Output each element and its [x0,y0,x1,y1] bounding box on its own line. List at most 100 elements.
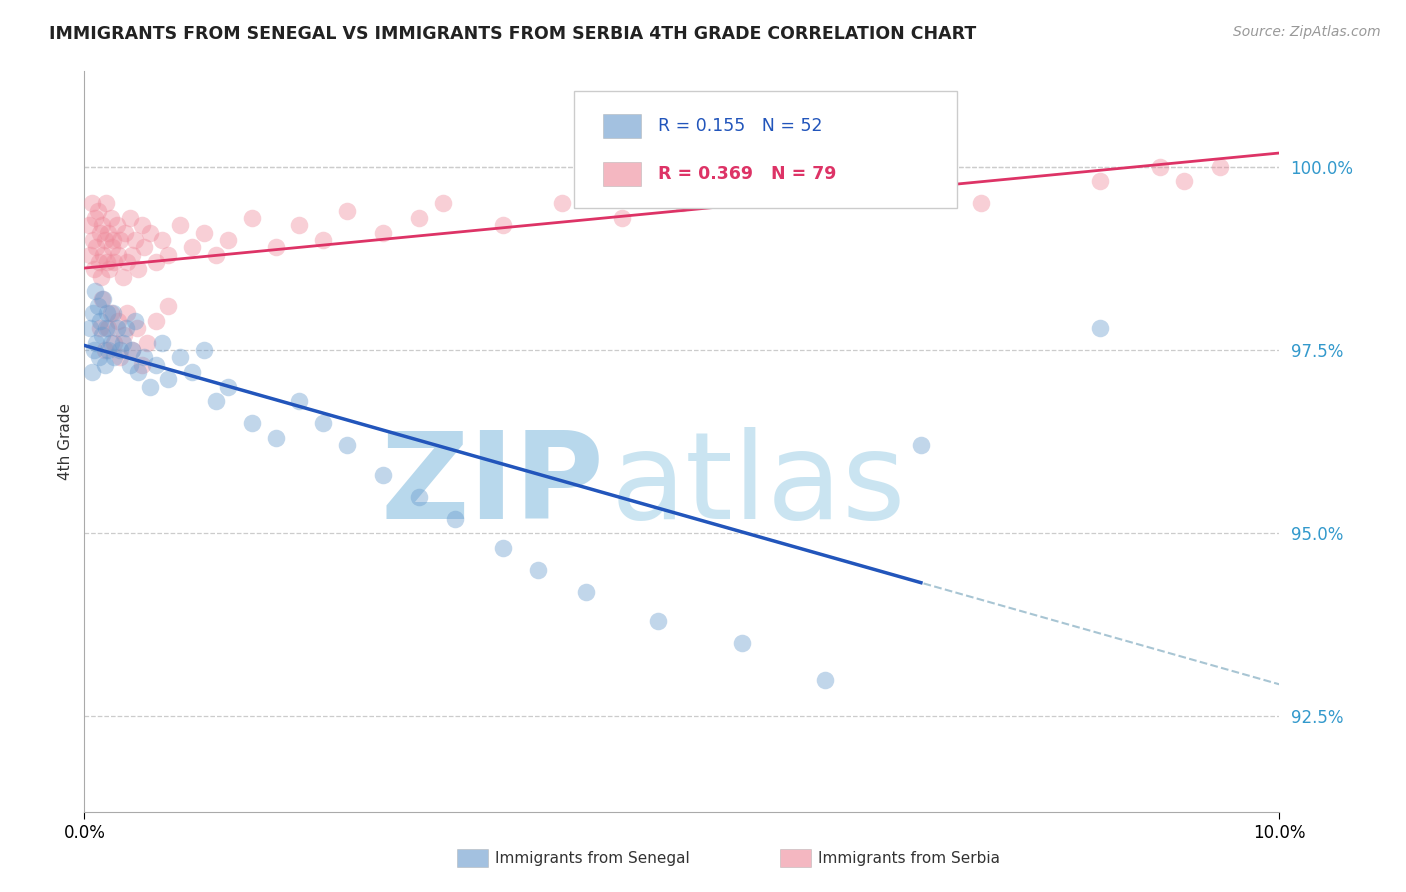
Point [86,203,108,218]
Point [84,285,107,299]
Point [551,196,574,211]
Text: ZIP: ZIP [381,427,605,544]
Point [117,255,139,269]
Text: IMMIGRANTS FROM SENEGAL VS IMMIGRANTS FROM SERBIA 4TH GRADE CORRELATION CHART: IMMIGRANTS FROM SENEGAL VS IMMIGRANTS FR… [49,25,976,43]
Point [98,262,121,277]
Point [111,269,134,284]
Point [111,335,134,350]
Point [336,203,359,218]
Point [127,262,149,277]
Point [118,211,141,225]
Point [910,438,932,452]
Point [93,233,115,247]
Point [105,321,128,335]
FancyBboxPatch shape [575,91,957,209]
Point [91,219,114,233]
Point [115,321,138,335]
Point [83,262,105,277]
Point [169,219,191,233]
Point [145,255,167,269]
Point [91,292,114,306]
Point [444,511,467,525]
Point [103,350,125,364]
Point [288,219,311,233]
Point [671,196,693,211]
Point [124,313,146,327]
Point [145,358,167,372]
Point [89,321,111,335]
Point [157,247,180,261]
Point [96,255,118,269]
Point [205,394,228,409]
Point [492,541,515,555]
Point [731,636,754,650]
Point [127,365,149,379]
Point [1209,160,1232,174]
Point [131,219,153,233]
Point [117,306,139,320]
Point [86,335,108,350]
Point [89,313,111,327]
Point [288,394,311,409]
Point [114,226,136,240]
Point [1173,174,1195,188]
Point [373,226,395,240]
Point [240,416,263,430]
Point [97,226,120,240]
Point [107,247,129,261]
Point [492,219,515,233]
Point [97,321,120,335]
Text: R = 0.155   N = 52: R = 0.155 N = 52 [658,117,823,135]
Point [193,343,215,357]
Point [124,233,146,247]
Point [105,219,128,233]
Point [79,247,101,261]
Point [103,255,125,269]
Point [132,350,156,364]
FancyBboxPatch shape [603,114,641,137]
Point [132,240,156,254]
Point [84,211,107,225]
Y-axis label: 4th Grade: 4th Grade [58,403,73,480]
Point [91,328,114,343]
Point [217,379,239,393]
Point [790,189,813,203]
Point [157,372,180,386]
Point [86,299,108,313]
Point [193,226,215,240]
Point [205,247,228,261]
Point [121,343,143,357]
Point [121,343,143,357]
Point [118,358,141,372]
Point [93,343,115,357]
Point [97,343,120,357]
Point [408,211,430,225]
Point [80,365,103,379]
Point [373,467,395,482]
Point [139,226,162,240]
Point [1090,321,1112,335]
Point [83,343,105,357]
Point [94,196,117,211]
Point [169,350,191,364]
Point [93,247,115,261]
Point [150,233,173,247]
Point [93,358,115,372]
Point [103,335,125,350]
Point [82,306,104,320]
Point [264,431,287,445]
Point [87,350,110,364]
Point [240,211,263,225]
Point [100,335,122,350]
Point [125,321,148,335]
Point [110,233,132,247]
Point [101,240,124,254]
Point [910,174,932,188]
Point [336,438,359,452]
Point [150,335,173,350]
Point [575,584,598,599]
Point [312,416,335,430]
Point [89,226,111,240]
Point [96,306,118,320]
Point [100,306,122,320]
